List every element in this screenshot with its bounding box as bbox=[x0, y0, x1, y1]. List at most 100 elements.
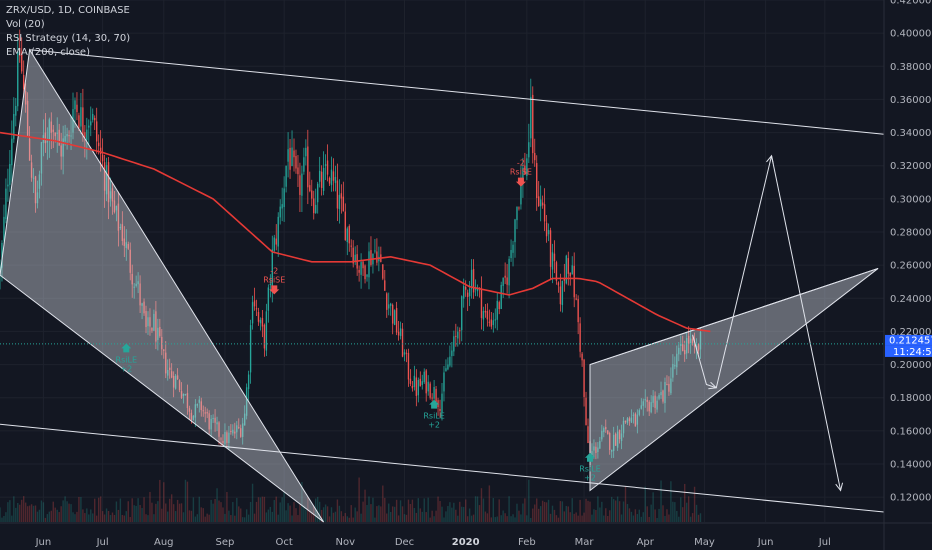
candle-body bbox=[579, 323, 581, 352]
volume-bar bbox=[24, 502, 27, 522]
candle-body bbox=[78, 115, 80, 129]
volume-bar bbox=[301, 482, 303, 522]
triangle-pattern[interactable] bbox=[0, 48, 325, 523]
volume-bar bbox=[88, 514, 90, 522]
candle-body bbox=[344, 211, 347, 241]
volume-bar bbox=[210, 499, 212, 522]
volume-bar bbox=[624, 485, 627, 522]
candle-body bbox=[46, 140, 49, 143]
volume-bar bbox=[230, 515, 232, 522]
volume-bar bbox=[644, 486, 646, 522]
candle-body bbox=[472, 268, 475, 293]
candle-body bbox=[433, 387, 435, 399]
volume-bar bbox=[638, 509, 641, 522]
trend-line[interactable] bbox=[0, 423, 885, 513]
candle-body bbox=[232, 429, 234, 434]
projection-arrow[interactable] bbox=[771, 155, 842, 491]
volume-bar bbox=[510, 516, 512, 522]
volume-bar bbox=[123, 515, 126, 522]
candle-body bbox=[295, 156, 297, 169]
candle-body bbox=[684, 350, 686, 355]
volume-bar bbox=[557, 517, 560, 522]
volume-bar bbox=[496, 516, 498, 522]
long-signal-marker: RsiLE+2 bbox=[579, 452, 601, 483]
candle-body bbox=[439, 408, 441, 412]
volume-bar bbox=[648, 516, 650, 522]
candle-body bbox=[206, 412, 208, 414]
candle-body bbox=[305, 147, 307, 157]
ema-line[interactable] bbox=[0, 131, 711, 333]
volume-bar bbox=[273, 500, 275, 522]
volume-bar bbox=[463, 506, 465, 522]
volume-bar bbox=[368, 496, 370, 522]
volume-bar bbox=[214, 499, 216, 522]
volume-bar bbox=[147, 515, 149, 522]
candle-body bbox=[431, 397, 433, 399]
volume-bar bbox=[656, 517, 658, 522]
volume-bar bbox=[464, 499, 467, 522]
volume-bar bbox=[518, 510, 520, 522]
volume-bar bbox=[514, 517, 516, 522]
trend-line[interactable] bbox=[589, 267, 879, 366]
candle-body bbox=[24, 91, 27, 105]
trend-line[interactable] bbox=[29, 49, 885, 135]
volume-bar bbox=[403, 514, 406, 522]
candle-body bbox=[636, 414, 639, 425]
volume-bar bbox=[324, 504, 327, 522]
candle-body bbox=[303, 157, 305, 172]
time-tick-label: Mar bbox=[575, 537, 595, 548]
candle-body bbox=[559, 286, 562, 305]
candle-body bbox=[370, 250, 372, 265]
candle-body bbox=[642, 401, 644, 406]
volume-bar bbox=[172, 504, 175, 522]
volume-bar bbox=[682, 507, 684, 522]
candle-body bbox=[80, 107, 82, 127]
volume-bar bbox=[206, 513, 208, 522]
candle-body bbox=[111, 188, 114, 202]
candle-body bbox=[113, 200, 116, 213]
volume-bar bbox=[555, 515, 558, 522]
volume-bar bbox=[668, 514, 670, 522]
volume-bar bbox=[38, 509, 41, 522]
current-price-badge bbox=[885, 334, 932, 346]
candle-body bbox=[573, 265, 575, 298]
volume-bar bbox=[48, 511, 51, 522]
candle-body bbox=[693, 344, 696, 347]
legend-symbol[interactable]: ZRX/USD, 1D, COINBASE bbox=[6, 5, 130, 16]
projection-arrow[interactable] bbox=[692, 334, 717, 389]
legend-ema[interactable]: EMA (200, close) bbox=[6, 47, 90, 58]
candle-body bbox=[34, 176, 37, 204]
candle-body bbox=[518, 207, 520, 209]
candle-body bbox=[474, 288, 477, 290]
volume-bar bbox=[666, 509, 668, 522]
projection-arrow[interactable] bbox=[715, 155, 773, 388]
volume-bar bbox=[605, 508, 607, 522]
candle-body bbox=[630, 417, 633, 423]
volume-bar bbox=[362, 501, 364, 522]
trend-drawings[interactable] bbox=[0, 48, 885, 523]
legend-volume[interactable]: Vol (20) bbox=[6, 19, 45, 30]
volume-bar bbox=[689, 516, 692, 522]
volume-bar bbox=[95, 515, 98, 522]
candle-body bbox=[313, 198, 315, 214]
ema-layer bbox=[0, 131, 711, 333]
candle-body bbox=[129, 249, 131, 273]
volume-bar bbox=[372, 497, 374, 522]
candle-body bbox=[476, 287, 479, 292]
legend-rsi-strategy[interactable]: RSI Strategy (14, 30, 70) bbox=[6, 33, 131, 44]
time-axis[interactable]: Jun Jul Aug Sep Oct Nov Dec 2020 Feb Mar Apr May Jun… bbox=[0, 522, 932, 548]
candle-body bbox=[678, 347, 680, 355]
candle-body bbox=[401, 328, 404, 357]
candle-body bbox=[315, 204, 317, 213]
candle-body bbox=[263, 324, 266, 349]
volume-bar bbox=[115, 501, 118, 522]
candle-body bbox=[202, 410, 204, 412]
candle-body bbox=[437, 400, 439, 407]
candle-body bbox=[464, 286, 467, 290]
candle-body bbox=[403, 352, 406, 355]
